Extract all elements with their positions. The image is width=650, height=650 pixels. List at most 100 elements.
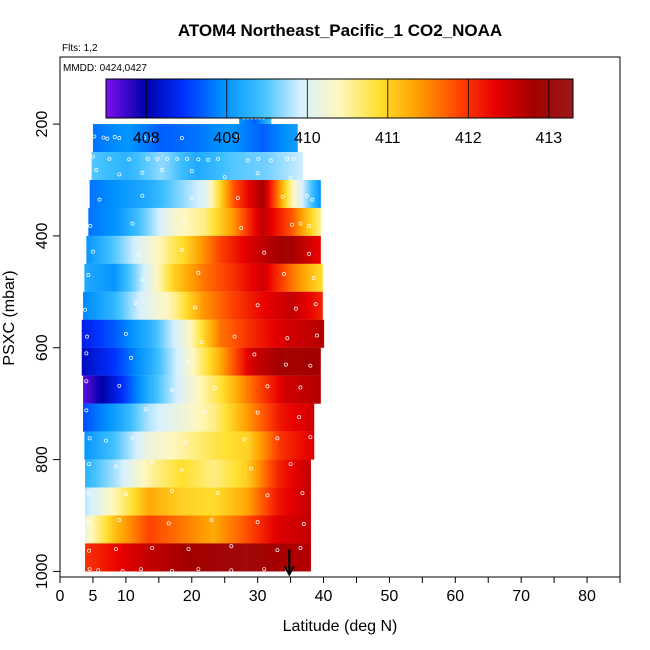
- heatmap-cell: [242, 263, 244, 292]
- sample-point: [101, 135, 106, 140]
- heatmap-cell: [175, 235, 177, 264]
- heatmap-cell: [225, 152, 228, 181]
- heatmap-cell: [244, 459, 246, 488]
- heatmap-cell: [206, 263, 208, 292]
- heatmap-cell: [239, 431, 242, 460]
- heatmap-cell: [305, 459, 307, 488]
- heatmap-cell: [129, 543, 131, 572]
- heatmap-cell: [216, 152, 219, 181]
- heatmap-cell: [281, 487, 283, 516]
- heatmap-cell: [276, 263, 278, 292]
- heatmap-cell: [139, 347, 142, 376]
- heatmap-cell: [154, 403, 157, 432]
- heatmap-cell: [228, 431, 231, 460]
- heatmap-cell: [173, 319, 176, 348]
- heatmap-cell: [102, 291, 104, 320]
- heatmap-cell: [258, 124, 260, 153]
- heatmap-cell: [122, 180, 125, 208]
- heatmap-cell: [235, 207, 237, 236]
- heatmap-cell: [192, 347, 195, 376]
- heatmap-cell: [238, 124, 240, 153]
- heatmap-cell: [279, 347, 281, 376]
- heatmap-cell: [231, 207, 233, 236]
- heatmap-cell: [117, 207, 119, 236]
- heatmap-cell: [254, 487, 256, 516]
- heatmap-cell: [157, 543, 159, 572]
- heatmap-cell: [280, 487, 282, 516]
- heatmap-cell: [256, 152, 259, 181]
- heatmap-cell: [277, 515, 279, 544]
- heatmap-cell: [211, 543, 213, 572]
- heatmap-cell: [279, 459, 281, 488]
- sample-point: [301, 521, 306, 526]
- heatmap-cell: [143, 263, 145, 292]
- heatmap-cell: [135, 515, 137, 544]
- heatmap-cell: [229, 431, 232, 460]
- heatmap-cell: [246, 403, 249, 432]
- heatmap-cell: [235, 403, 238, 432]
- heatmap-cell: [192, 235, 194, 264]
- heatmap-cell: [265, 487, 267, 516]
- heatmap-cell: [117, 124, 120, 153]
- heatmap-cell: [175, 124, 177, 153]
- heatmap-cell: [142, 291, 144, 320]
- heatmap-cell: [260, 152, 263, 181]
- heatmap-cell: [219, 543, 221, 572]
- heatmap-cell: [227, 375, 229, 404]
- heatmap-cell: [240, 543, 242, 572]
- heatmap-cell: [210, 375, 212, 404]
- heatmap-cell: [229, 124, 231, 153]
- heatmap-cell: [211, 180, 214, 208]
- heatmap-cell: [94, 124, 97, 153]
- heatmap-cell: [252, 347, 254, 376]
- heatmap-cell: [100, 403, 102, 432]
- heatmap-cell: [96, 291, 98, 320]
- heatmap-cell: [311, 207, 313, 236]
- heatmap-cell: [209, 431, 212, 460]
- heatmap-cell: [269, 124, 271, 153]
- heatmap-cell: [104, 152, 107, 181]
- heatmap-cell: [204, 403, 207, 432]
- heatmap-cell: [299, 319, 302, 348]
- heatmap-cell: [187, 291, 189, 320]
- heatmap-cell: [235, 235, 237, 264]
- heatmap-cell: [256, 180, 258, 208]
- heatmap-cell: [207, 375, 209, 404]
- heatmap-cell: [118, 235, 120, 264]
- heatmap-cell: [92, 487, 94, 516]
- heatmap-cell: [259, 235, 261, 264]
- heatmap-cell: [274, 375, 276, 404]
- heatmap-cell: [207, 431, 210, 460]
- heatmap-cell: [309, 543, 311, 572]
- heatmap-cell: [254, 403, 257, 432]
- heatmap-cell: [241, 263, 243, 292]
- heatmap-cell: [139, 291, 141, 320]
- heatmap-cell: [286, 207, 288, 236]
- heatmap-cell: [261, 403, 264, 432]
- heatmap-cell: [105, 207, 107, 236]
- heatmap-cell: [126, 124, 129, 153]
- heatmap-cell: [263, 515, 265, 544]
- heatmap-cell: [204, 459, 206, 488]
- heatmap-cell: [111, 180, 114, 208]
- heatmap-cell: [131, 375, 133, 404]
- heatmap-cell: [230, 459, 232, 488]
- heatmap-cell: [313, 347, 315, 376]
- heatmap-cell: [127, 515, 129, 544]
- heatmap-cell: [175, 347, 178, 376]
- heatmap-cell: [223, 515, 225, 544]
- heatmap-cell: [115, 291, 117, 320]
- heatmap-cell: [149, 431, 152, 460]
- heatmap-cell: [173, 515, 175, 544]
- heatmap-cell: [99, 180, 102, 208]
- sample-point: [265, 384, 270, 389]
- heatmap-cell: [285, 459, 287, 488]
- heatmap-cell: [250, 124, 252, 153]
- heatmap-cell: [161, 375, 163, 404]
- heatmap-cell: [205, 403, 208, 432]
- heatmap-cell: [307, 543, 309, 572]
- heatmap-cell: [85, 487, 87, 516]
- heatmap-cell: [309, 403, 312, 432]
- heatmap-cell: [198, 459, 200, 488]
